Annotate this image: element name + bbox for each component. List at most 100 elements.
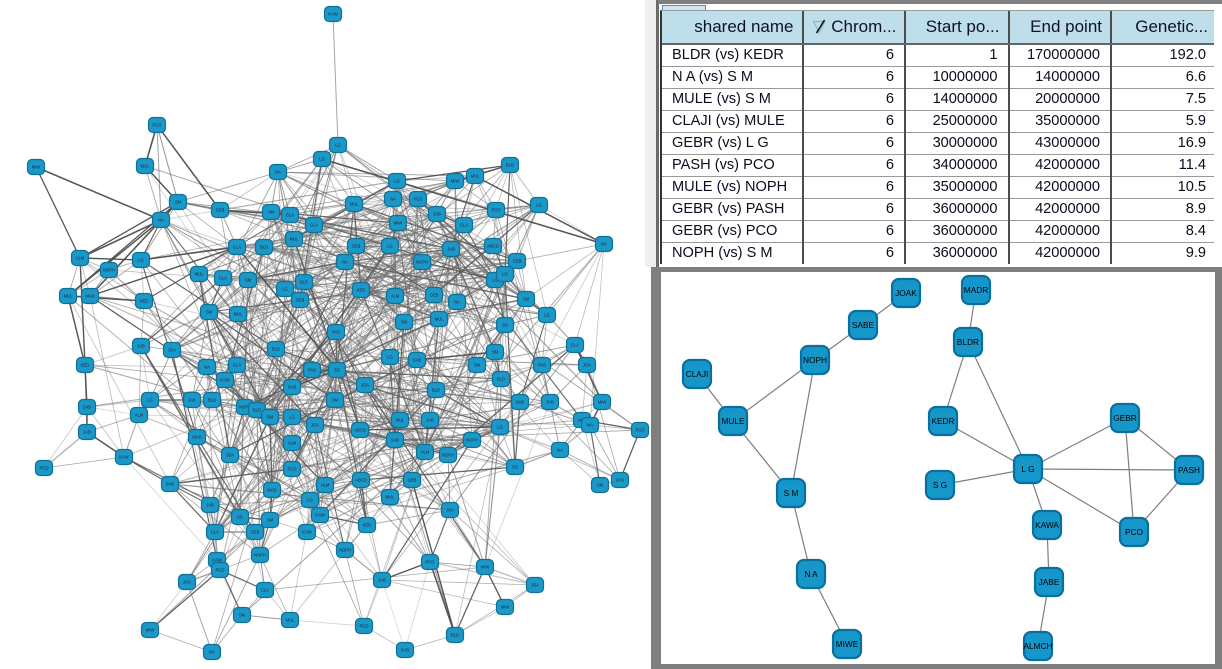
svg-text:MUL: MUL bbox=[234, 312, 244, 317]
svg-text:SG: SG bbox=[334, 368, 340, 373]
svg-text:ALM: ALM bbox=[288, 441, 297, 446]
svg-text:SM: SM bbox=[245, 278, 252, 283]
svg-text:SM: SM bbox=[268, 210, 275, 215]
svg-text:JOA: JOA bbox=[446, 508, 454, 513]
svg-text:SG: SG bbox=[502, 323, 508, 328]
svg-text:MIW: MIW bbox=[451, 179, 460, 184]
svg-text:ALMCH: ALMCH bbox=[1023, 641, 1052, 651]
svg-text:SAB: SAB bbox=[413, 358, 422, 363]
svg-text:PAS: PAS bbox=[616, 478, 624, 483]
svg-text:GEBR: GEBR bbox=[1113, 413, 1137, 423]
svg-text:PAS: PAS bbox=[332, 330, 340, 335]
svg-text:ALM: ALM bbox=[321, 483, 330, 488]
svg-text:S M: S M bbox=[784, 488, 799, 498]
svg-text:MUL: MUL bbox=[195, 272, 205, 277]
svg-text:SABE: SABE bbox=[852, 320, 875, 330]
svg-text:KAW: KAW bbox=[212, 558, 221, 563]
svg-text:PCO: PCO bbox=[39, 466, 49, 471]
svg-text:MUL: MUL bbox=[64, 294, 74, 299]
svg-text:CLA: CLA bbox=[460, 223, 468, 228]
svg-text:NA: NA bbox=[209, 650, 215, 655]
svg-text:PCO: PCO bbox=[152, 123, 162, 128]
svg-text:MAD: MAD bbox=[267, 488, 276, 493]
svg-text:SM: SM bbox=[492, 350, 499, 355]
svg-text:NOPH: NOPH bbox=[466, 438, 478, 443]
svg-text:KAW: KAW bbox=[328, 12, 337, 17]
svg-text:SM: SM bbox=[523, 297, 530, 302]
svg-text:KED: KED bbox=[357, 288, 366, 293]
svg-text:CLA: CLA bbox=[261, 588, 269, 593]
svg-text:LG: LG bbox=[289, 415, 295, 420]
svg-text:CLA: CLA bbox=[219, 276, 227, 281]
svg-text:GEB: GEB bbox=[430, 293, 439, 298]
svg-text:SAB: SAB bbox=[391, 438, 400, 443]
svg-text:BLD: BLD bbox=[506, 163, 514, 168]
svg-text:NOPH: NOPH bbox=[416, 260, 428, 265]
svg-text:KAW: KAW bbox=[315, 513, 324, 518]
svg-text:NOPH: NOPH bbox=[103, 268, 115, 273]
svg-text:MUL: MUL bbox=[290, 237, 300, 242]
svg-text:KED: KED bbox=[363, 523, 372, 528]
svg-text:LG: LG bbox=[536, 203, 542, 208]
svg-text:SM: SM bbox=[175, 200, 182, 205]
svg-text:SAB: SAB bbox=[166, 482, 175, 487]
svg-text:CLAJI: CLAJI bbox=[686, 369, 709, 379]
svg-text:SM: SM bbox=[267, 518, 274, 523]
svg-text:SAB: SAB bbox=[83, 405, 92, 410]
svg-text:MAD: MAD bbox=[85, 294, 94, 299]
svg-text:NA: NA bbox=[557, 448, 563, 453]
svg-text:SM: SM bbox=[597, 483, 604, 488]
svg-text:SM: SM bbox=[474, 363, 481, 368]
svg-text:MUL: MUL bbox=[435, 317, 445, 322]
svg-text:SAB: SAB bbox=[401, 648, 410, 653]
svg-text:PCO: PCO bbox=[359, 624, 369, 629]
svg-text:PCO: PCO bbox=[215, 568, 225, 573]
svg-text:PASH: PASH bbox=[1178, 465, 1200, 475]
svg-text:PCO: PCO bbox=[491, 208, 501, 213]
svg-text:KED: KED bbox=[81, 363, 90, 368]
svg-text:BLD: BLD bbox=[272, 347, 280, 352]
svg-text:PCO: PCO bbox=[287, 467, 297, 472]
svg-text:LG: LG bbox=[138, 258, 144, 263]
svg-text:JOA: JOA bbox=[583, 363, 591, 368]
svg-text:MIW: MIW bbox=[32, 165, 41, 170]
svg-text:MIW: MIW bbox=[146, 628, 155, 633]
svg-text:SG: SG bbox=[237, 515, 243, 520]
svg-text:SM: SM bbox=[332, 398, 339, 403]
svg-text:GEB: GEB bbox=[296, 298, 305, 303]
svg-text:LG: LG bbox=[502, 272, 508, 277]
svg-text:MUL: MUL bbox=[141, 164, 151, 169]
svg-text:MIW: MIW bbox=[501, 605, 510, 610]
svg-text:JOA: JOA bbox=[361, 383, 369, 388]
svg-text:JAB: JAB bbox=[378, 578, 386, 583]
svg-text:LG: LG bbox=[544, 313, 550, 318]
svg-text:LG: LG bbox=[282, 287, 288, 292]
svg-text:LG: LG bbox=[387, 244, 393, 249]
svg-text:LG: LG bbox=[307, 498, 313, 503]
svg-text:LG: LG bbox=[335, 143, 341, 148]
svg-text:PCO: PCO bbox=[1125, 527, 1144, 537]
svg-text:JOA: JOA bbox=[531, 583, 539, 588]
svg-text:PAS: PAS bbox=[308, 368, 316, 373]
svg-text:KED: KED bbox=[140, 299, 149, 304]
svg-text:GEB: GEB bbox=[216, 208, 225, 213]
svg-text:MUL: MUL bbox=[471, 174, 481, 179]
svg-text:JAB: JAB bbox=[83, 430, 91, 435]
svg-text:KAWA: KAWA bbox=[1035, 520, 1059, 530]
svg-text:L G: L G bbox=[1021, 464, 1034, 474]
svg-text:GEB: GEB bbox=[251, 530, 260, 535]
svg-text:ALM: ALM bbox=[135, 413, 144, 418]
svg-text:CLA: CLA bbox=[571, 343, 579, 348]
svg-text:BLDR: BLDR bbox=[957, 337, 979, 347]
svg-text:LG: LG bbox=[147, 398, 153, 403]
svg-text:SM: SM bbox=[267, 415, 274, 420]
svg-text:JABE: JABE bbox=[1039, 577, 1060, 587]
svg-text:GEB: GEB bbox=[352, 244, 361, 249]
svg-text:CLA: CLA bbox=[233, 363, 241, 368]
svg-text:JAB: JAB bbox=[137, 344, 145, 349]
svg-text:NA: NA bbox=[204, 365, 210, 370]
svg-text:NA: NA bbox=[454, 300, 460, 305]
svg-text:SM: SM bbox=[401, 320, 408, 325]
svg-text:MAD: MAD bbox=[192, 435, 201, 440]
svg-text:MUL: MUL bbox=[386, 495, 396, 500]
